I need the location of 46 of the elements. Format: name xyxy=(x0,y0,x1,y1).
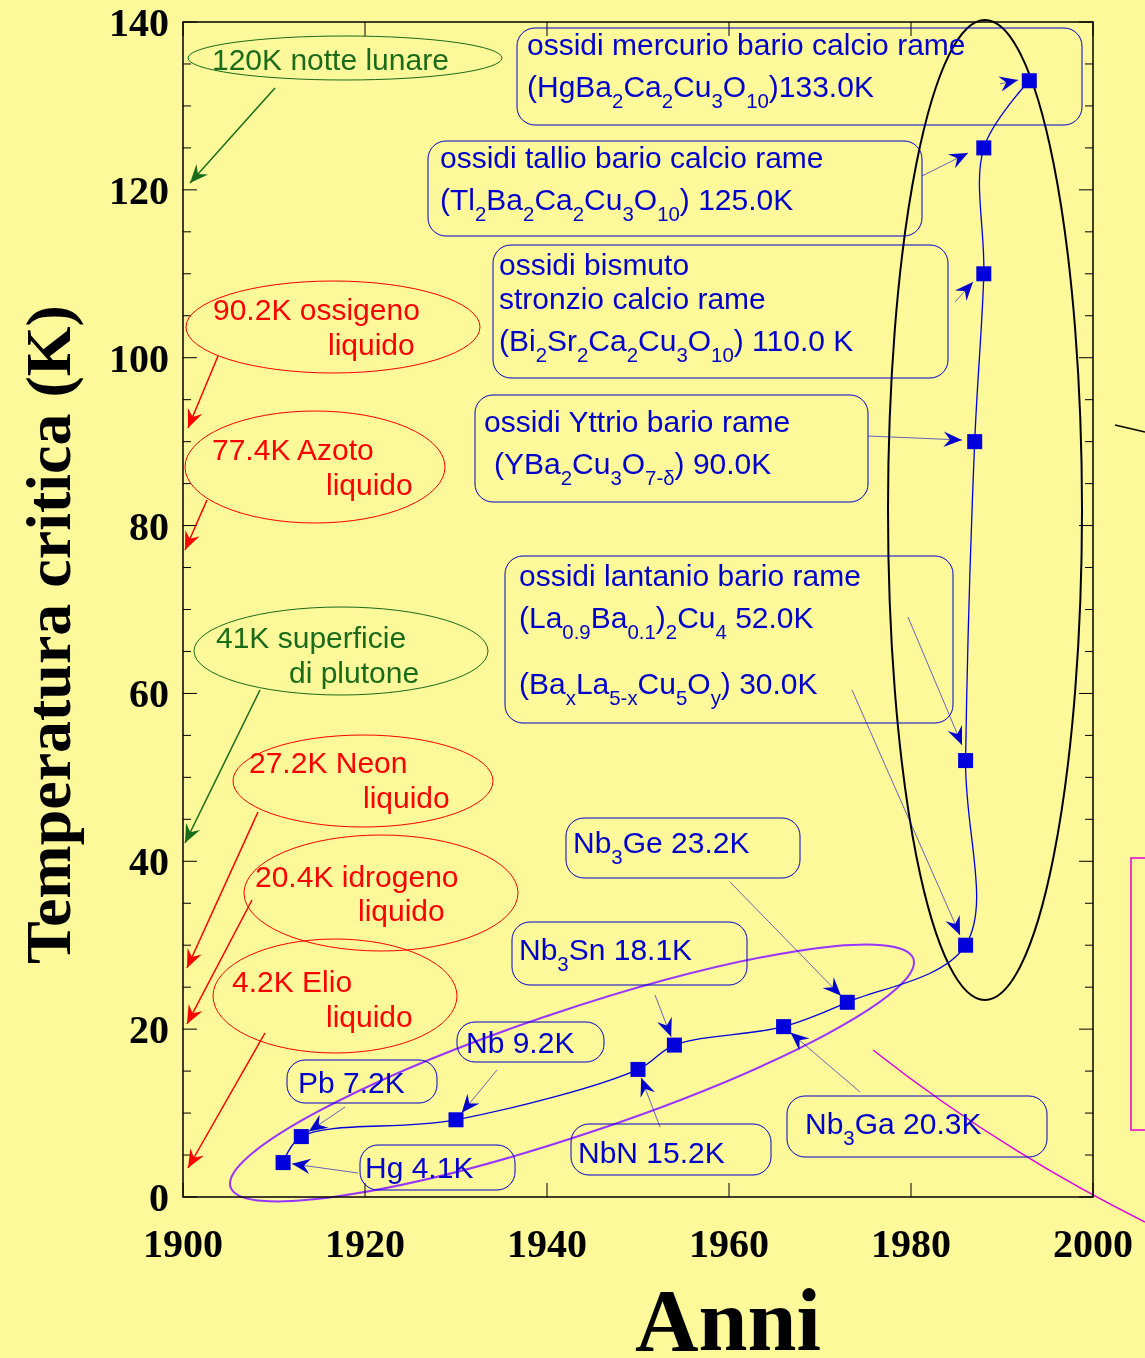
annotation: Nb$_{3}$Sn 18.1K xyxy=(519,933,693,976)
y-axis-title: Temperatura critica (K) xyxy=(13,305,84,964)
y-tick-label: 120 xyxy=(109,167,169,213)
x-tick-label: 1940 xyxy=(507,1221,587,1266)
y-tick-label: 40 xyxy=(129,839,169,885)
point xyxy=(839,994,855,1010)
point xyxy=(666,1037,682,1053)
point xyxy=(1021,73,1037,89)
annotation: 27.2K Neon liquido xyxy=(249,746,450,814)
y-tick-label: 140 xyxy=(109,0,169,45)
annotation: Nb$_{3}$Ga 20.3K xyxy=(805,1107,982,1150)
point xyxy=(976,266,992,282)
text: (Ba$_{x}$La$_{5-x}$Cu$_{5}$O$_{y}$) 30.0K xyxy=(519,667,818,710)
x-tick-label: 1900 xyxy=(143,1221,223,1266)
y-tick-label: 80 xyxy=(129,503,169,549)
point xyxy=(776,1019,792,1035)
annotation: Hg 4.1K xyxy=(365,1151,474,1184)
annotation: NbN 15.2K xyxy=(578,1136,725,1169)
annotation: 120K notte lunare xyxy=(212,43,449,76)
point xyxy=(958,753,974,769)
y-tick-label: 0 xyxy=(149,1175,169,1220)
annotation: 41K superficie di plutone xyxy=(216,621,420,689)
annotation: Nb$_{3}$Ge 23.2K xyxy=(573,826,750,869)
x-axis-title: Anni xyxy=(635,1272,821,1358)
y-tick-label: 20 xyxy=(129,1007,169,1053)
text: ossidi bismuto stronzio calcio rame (Bi$_{2}$Sr$_{2}$Ca$_{2}$Cu$_{3}$O$_{10}$) 110.0 K xyxy=(499,248,854,367)
x-tick-label: 1980 xyxy=(871,1221,951,1266)
point xyxy=(630,1061,646,1077)
annotation: ossidi Yttrio bario rame (YBa$_{2}$Cu$_{3}$O$_{7-δ}$) 90.0K xyxy=(484,405,791,490)
y-tick-label: 100 xyxy=(109,335,169,381)
point xyxy=(448,1112,464,1128)
annotation: 77.4K Azoto liquido xyxy=(212,433,413,501)
x-tick-label: 1920 xyxy=(325,1221,405,1266)
text: ossidi tallio bario calcio rame (Tl$_{2}$Ba$_{2}$Ca$_{2}$Cu$_{3}$O$_{10}$) 125.0K xyxy=(440,141,824,226)
x-tick-label: 1960 xyxy=(689,1221,769,1266)
point xyxy=(293,1129,309,1145)
point xyxy=(958,937,974,953)
point xyxy=(967,434,983,450)
y-tick-label: 60 xyxy=(129,671,169,717)
annotation: 90.2K ossigeno liquido xyxy=(213,293,420,361)
annotation: 4.2K Elio liquido xyxy=(232,965,413,1033)
point xyxy=(275,1155,291,1171)
x-tick-label: 2000 xyxy=(1053,1221,1133,1266)
annotation: 20.4K idrogeno liquido xyxy=(255,860,459,927)
text: ossidi lantanio bario rame (La$_{0.9}$Ba$_{0.1}$)$_{2}$Cu$_{4}$ 52.0K xyxy=(519,559,861,644)
point xyxy=(976,140,992,156)
